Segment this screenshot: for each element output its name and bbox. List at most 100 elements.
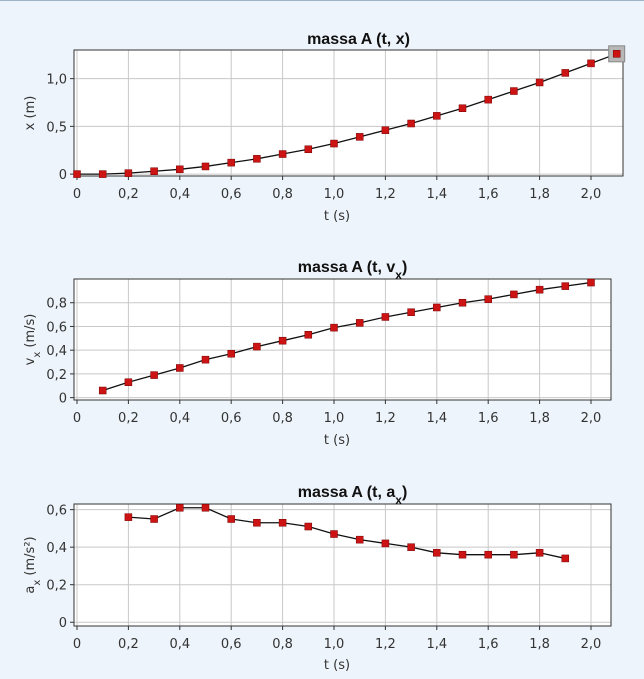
data-point xyxy=(484,295,492,303)
data-point xyxy=(535,78,544,87)
x-tick-label: 0 xyxy=(73,411,81,426)
x-tick-label: 0,8 xyxy=(272,637,293,652)
plot-area xyxy=(73,49,624,177)
y-tick-label: 0,8 xyxy=(46,297,67,312)
data-point xyxy=(484,95,492,104)
data-point xyxy=(201,162,210,171)
data-point xyxy=(510,550,518,559)
data-point xyxy=(304,145,313,154)
data-point xyxy=(381,126,390,134)
x-tick-label: 1,2 xyxy=(375,411,396,426)
x-tick-label: 0,8 xyxy=(272,187,293,202)
y-tick-label: 1,0 xyxy=(46,73,67,88)
data-point xyxy=(98,386,107,395)
data-point xyxy=(330,139,338,148)
x-tick-label: 1,8 xyxy=(529,637,550,652)
data-point xyxy=(176,504,184,512)
plot-area xyxy=(73,503,612,627)
data-point xyxy=(304,331,313,339)
chart-title: massa A (t, x) xyxy=(307,31,410,48)
data-point xyxy=(561,69,570,77)
x-tick-label: 1,0 xyxy=(324,411,345,426)
y-tick-label: 0,4 xyxy=(46,541,67,556)
data-point xyxy=(355,319,364,327)
y-tick-label: 0,6 xyxy=(46,320,67,335)
x-tick-label: 1,2 xyxy=(375,187,396,202)
x-tick-label: 0,2 xyxy=(118,187,139,202)
x-tick-label: 1,0 xyxy=(324,187,345,202)
data-point xyxy=(124,378,133,386)
data-point xyxy=(587,278,595,287)
data-point xyxy=(253,155,261,163)
data-point xyxy=(150,371,158,379)
data-point xyxy=(407,543,415,551)
x-tick-label: 1,8 xyxy=(529,187,550,202)
data-point xyxy=(98,170,107,178)
data-point xyxy=(433,549,441,557)
data-point xyxy=(433,112,441,120)
x-tick-label: 0,6 xyxy=(221,187,242,202)
chart-1: 0 0,2 0,4 0,6 0,8 1,0 1,2 1,4 1,6 1,8 2,0 0 0,5 1,0 ma… xyxy=(23,31,626,224)
data-point xyxy=(330,323,338,332)
data-point xyxy=(227,515,235,523)
x-tick-label: 0 xyxy=(73,187,81,202)
data-point xyxy=(458,298,467,307)
y-axis-label: ax (m/s²) xyxy=(23,536,43,593)
data-point xyxy=(433,303,441,312)
y-tick-label: 0,4 xyxy=(46,344,67,359)
y-axis-label: vx (m/s) xyxy=(23,314,43,366)
x-tick-label: 0,4 xyxy=(169,637,190,652)
data-point xyxy=(407,119,415,128)
data-point xyxy=(407,308,415,316)
data-point xyxy=(458,550,467,559)
data-point xyxy=(227,158,235,167)
data-point xyxy=(176,165,184,174)
data-point xyxy=(253,342,261,351)
x-tick-label: 0,4 xyxy=(169,411,190,426)
data-point xyxy=(381,539,390,548)
x-tick-label: 0,4 xyxy=(169,187,190,202)
data-point xyxy=(330,530,338,538)
x-tick-label: 1,8 xyxy=(529,411,550,426)
x-tick-label: 0,2 xyxy=(118,411,139,426)
data-point xyxy=(458,104,467,112)
plot-border xyxy=(73,503,612,627)
data-point xyxy=(278,150,287,158)
x-tick-label: 1,6 xyxy=(478,637,499,652)
x-axis-label: t (s) xyxy=(324,433,350,448)
x-tick-label: 2,0 xyxy=(581,411,602,426)
data-point xyxy=(561,554,570,563)
data-point xyxy=(278,336,287,345)
plot-border xyxy=(73,49,624,177)
x-tick-label: 1,4 xyxy=(426,187,447,202)
data-point xyxy=(510,290,518,299)
x-tick-label: 1,4 xyxy=(426,411,447,426)
data-point xyxy=(150,515,158,523)
data-point xyxy=(73,170,81,178)
x-tick-label: 1,2 xyxy=(375,637,396,652)
series-line xyxy=(77,53,617,175)
x-tick-label: 1,0 xyxy=(324,637,345,652)
x-tick-label: 1,6 xyxy=(478,411,499,426)
selected-data-point[interactable] xyxy=(612,50,621,58)
x-tick-label: 0 xyxy=(73,637,81,652)
x-axis-label: t (s) xyxy=(324,209,350,224)
data-point xyxy=(124,169,133,177)
x-tick-label: 0,6 xyxy=(221,411,242,426)
data-point xyxy=(561,282,570,290)
x-tick-label: 0,2 xyxy=(118,637,139,652)
series-line xyxy=(102,281,592,392)
data-point xyxy=(227,349,235,358)
plot-area xyxy=(73,278,612,401)
x-tick-label: 0,6 xyxy=(221,637,242,652)
chart-title: massa A (t, ax) xyxy=(298,484,408,507)
y-tick-label: 0 xyxy=(59,392,67,407)
x-axis-label: t (s) xyxy=(324,658,350,673)
data-point xyxy=(355,133,364,141)
x-tick-label: 2,0 xyxy=(581,187,602,202)
top-rule xyxy=(0,0,644,1)
chart-3: 0 0,2 0,4 0,6 0,8 1,0 1,2 1,4 1,6 1,8 2,0 0 0,2 0,4 0,… xyxy=(23,484,612,673)
y-tick-label: 0,2 xyxy=(46,368,67,383)
data-point xyxy=(176,364,184,372)
